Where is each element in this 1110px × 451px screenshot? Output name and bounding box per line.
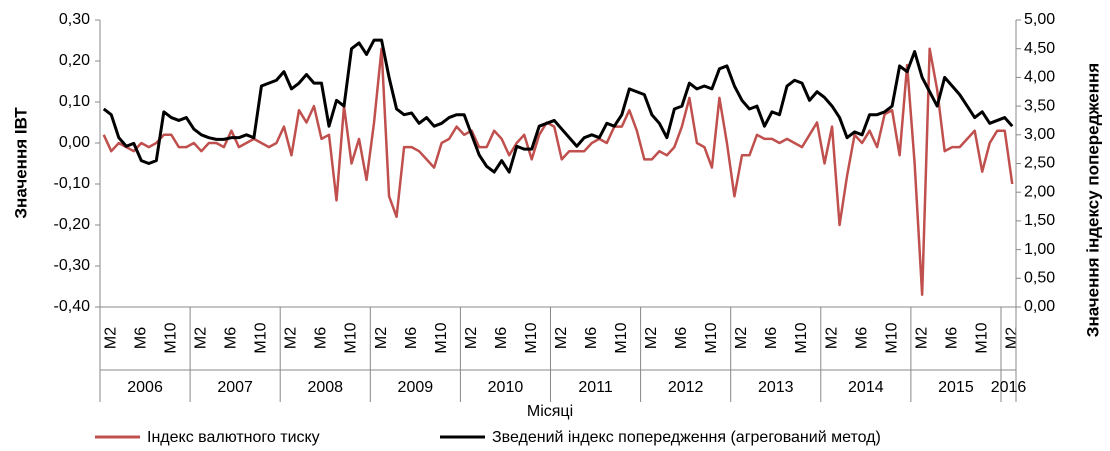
y2-tick-label: 3,50: [1024, 97, 1055, 114]
x-tick-label: M10: [883, 322, 900, 353]
x-tick-label: M10: [163, 322, 180, 353]
x-group-label: 2011: [578, 379, 613, 396]
y2-tick-label: 4,50: [1024, 40, 1055, 57]
x-tick-label: M2: [102, 327, 119, 349]
x-tick-label: M2: [553, 327, 570, 349]
y2-axis-title: Значення індексу попередження: [1083, 63, 1102, 337]
y-tick-label: 0,20: [59, 52, 90, 69]
y2-tick-label: 3,00: [1024, 126, 1055, 143]
y-tick-label: 0,30: [59, 11, 90, 28]
x-group-label: 2016: [991, 379, 1027, 396]
y2-tick-label: 5,00: [1024, 11, 1055, 28]
x-tick-label: M6: [313, 327, 330, 349]
y-tick-label: -0,20: [54, 216, 91, 233]
x-tick-label: M2: [913, 327, 930, 349]
x-tick-label: M2: [193, 327, 210, 349]
x-group-label: 2009: [398, 379, 434, 396]
y2-tick-label: 2,00: [1024, 183, 1055, 200]
y-tick-label: -0,40: [54, 298, 91, 315]
x-tick-label: M2: [1003, 327, 1020, 349]
x-group-label: 2010: [488, 379, 524, 396]
series-line: [102, 47, 1014, 296]
y-tick-label: 0,10: [59, 93, 90, 110]
x-tick-label: M2: [733, 327, 750, 349]
x-group-label: 2012: [668, 379, 704, 396]
y2-tick-label: 4,00: [1024, 69, 1055, 86]
x-tick-label: M6: [943, 327, 960, 349]
x-group-label: 2008: [307, 379, 343, 396]
x-tick-label: M2: [283, 327, 300, 349]
legend-label: Індекс валютного тиску: [147, 429, 320, 446]
x-tick-label: M10: [433, 322, 450, 353]
x-tick-label: M10: [343, 322, 360, 353]
x-tick-label: M10: [793, 322, 810, 353]
y2-tick-label: 0,00: [1024, 298, 1055, 315]
y-axis-title: Значення ІВТ: [11, 107, 30, 219]
x-tick-label: M6: [763, 327, 780, 349]
x-group-label: 2013: [758, 379, 794, 396]
x-group-label: 2006: [127, 379, 163, 396]
x-tick-label: M6: [223, 327, 240, 349]
x-tick-label: M2: [823, 327, 840, 349]
x-tick-label: M6: [583, 327, 600, 349]
y-tick-label: -0,30: [54, 257, 91, 274]
series-line: [102, 38, 1014, 174]
x-tick-label: M6: [403, 327, 420, 349]
x-tick-label: M10: [703, 322, 720, 353]
x-tick-label: M2: [463, 327, 480, 349]
x-axis-title: Місяці: [527, 403, 573, 420]
legend-label: Зведений індекс попередження (агреговани…: [492, 429, 881, 446]
y-tick-label: 0,00: [59, 134, 90, 151]
y2-tick-label: 2,50: [1024, 155, 1055, 172]
y2-tick-label: 0,50: [1024, 270, 1055, 287]
x-tick-label: M2: [373, 327, 390, 349]
x-tick-label: M6: [133, 327, 150, 349]
x-group-label: 2015: [938, 379, 974, 396]
x-group-label: 2014: [848, 379, 884, 396]
x-tick-label: M6: [853, 327, 870, 349]
x-tick-label: M2: [643, 327, 660, 349]
x-group-label: 2007: [217, 379, 253, 396]
x-tick-label: M6: [493, 327, 510, 349]
y2-tick-label: 1,50: [1024, 212, 1055, 229]
y2-tick-label: 1,00: [1024, 241, 1055, 258]
y-tick-label: -0,10: [54, 175, 91, 192]
x-tick-label: M10: [253, 322, 270, 353]
x-tick-label: M10: [613, 322, 630, 353]
x-tick-label: M6: [673, 327, 690, 349]
x-tick-label: M10: [973, 322, 990, 353]
x-tick-label: M10: [523, 322, 540, 353]
